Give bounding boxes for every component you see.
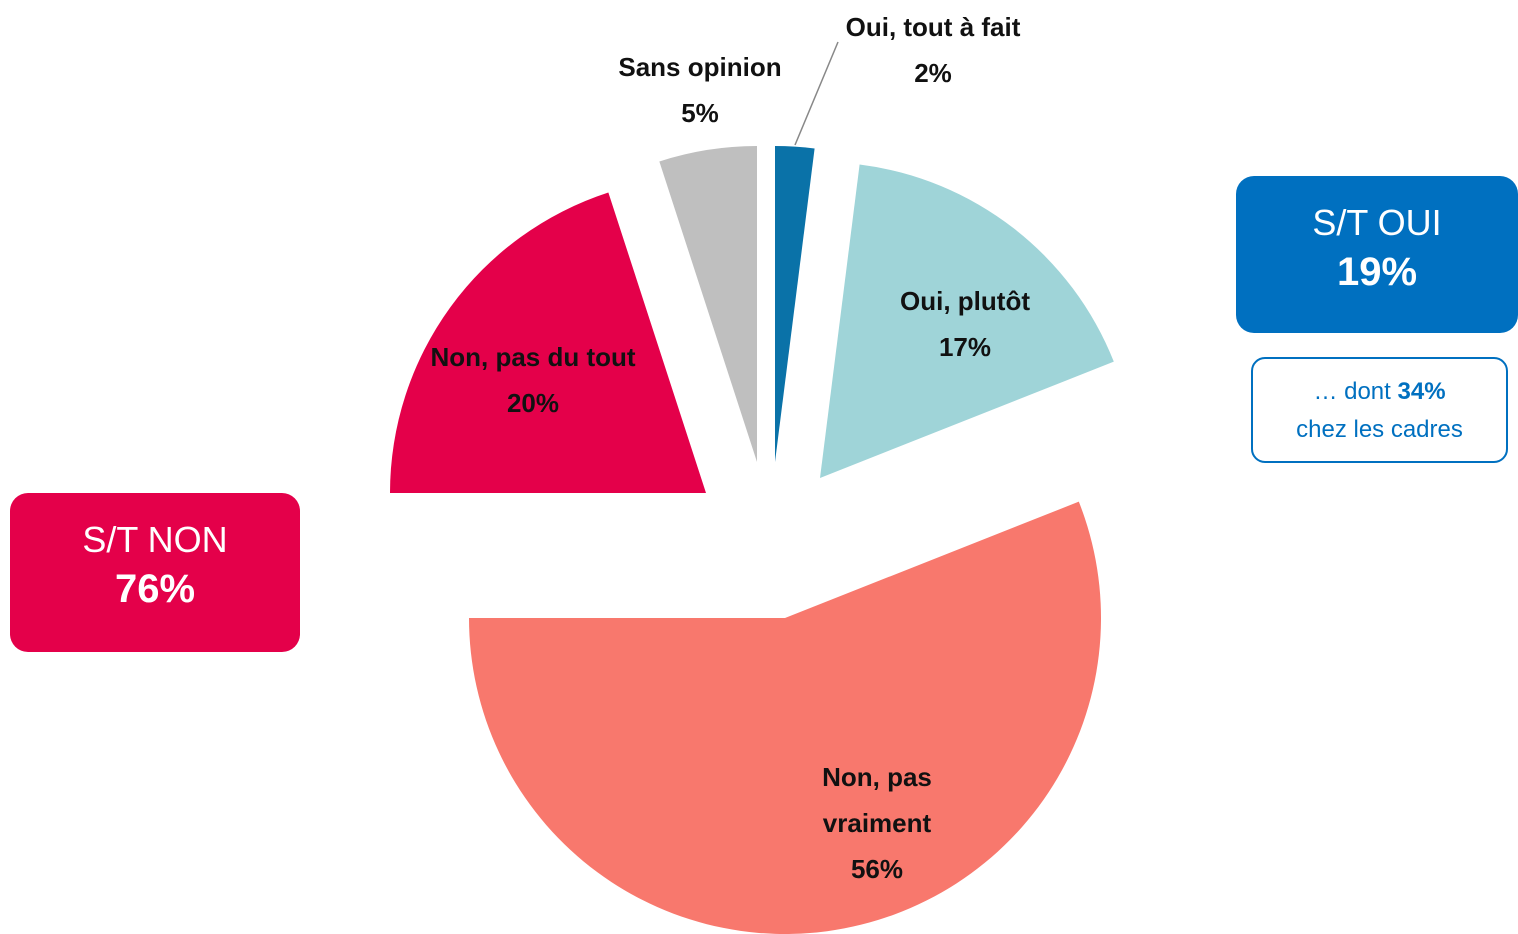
pie-slice xyxy=(469,501,1101,934)
slice-label: Oui, tout à fait 2% xyxy=(843,4,1023,96)
value-label: 56% xyxy=(850,854,904,884)
category-label: Sans opinion xyxy=(618,52,782,82)
summary-value: 19% xyxy=(1336,250,1418,294)
value-label: 2% xyxy=(914,58,952,88)
value-label: 5% xyxy=(681,98,719,128)
pie-slice xyxy=(659,146,757,462)
summary-value: 76% xyxy=(114,567,196,611)
note-value: 34% xyxy=(1397,378,1446,405)
category-label: Non, pas du tout xyxy=(430,342,636,372)
value-label: 17% xyxy=(938,332,992,362)
slice-label: Oui, plutôt 17% xyxy=(865,278,1065,370)
pie-slice xyxy=(820,164,1114,478)
category-label: Oui, tout à fait xyxy=(845,12,1021,42)
slice-label: Sans opinion 5% xyxy=(590,44,810,136)
category-label: Oui, plutôt xyxy=(900,286,1030,316)
summary-label: S/T OUI xyxy=(1312,202,1442,243)
value-label: 20% xyxy=(506,388,560,418)
slice-label: Non, pas vraiment 56% xyxy=(792,754,962,892)
note-text: chez les cadres xyxy=(1296,416,1463,443)
note-text: … dont xyxy=(1313,378,1391,405)
summary-box: S/T OUI 19% xyxy=(1236,176,1518,333)
summary-label: S/T NON xyxy=(82,519,228,560)
pie-slice xyxy=(775,146,815,462)
note-box: … dont 34% chez les cadres xyxy=(1251,357,1508,463)
leader-line xyxy=(794,41,839,146)
summary-box: S/T NON 76% xyxy=(10,493,300,652)
pie-slice xyxy=(390,192,706,494)
slice-label: Non, pas du tout 20% xyxy=(428,334,638,426)
category-label: Non, pas vraiment xyxy=(822,762,932,838)
